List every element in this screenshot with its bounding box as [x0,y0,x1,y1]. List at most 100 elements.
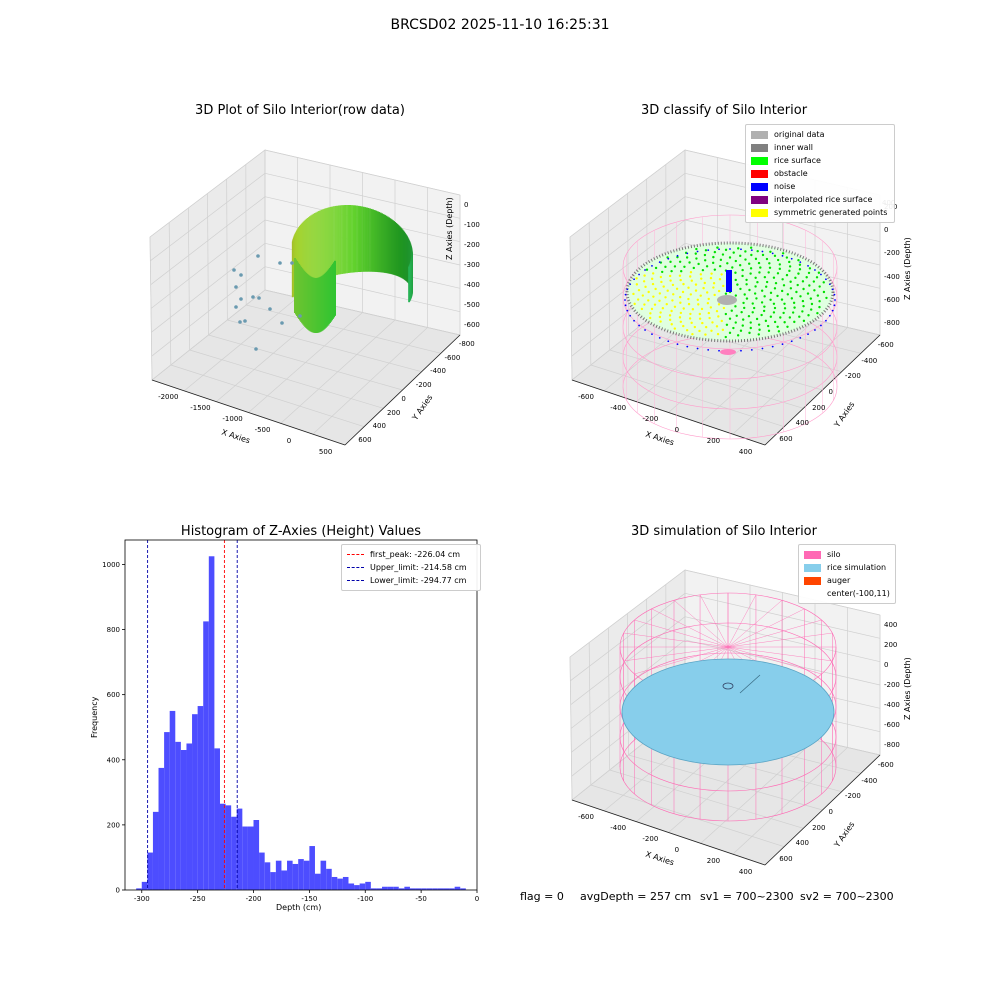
panel2-surface-point [670,269,673,273]
panel2-surface-point [728,317,732,320]
panel2-noise-point [807,264,809,267]
p2-z-tick: -800 [884,319,900,328]
panel2-surface-point [788,269,791,273]
panel1-grid-line [151,243,266,333]
sv2-text: sv2 = 700~2300 [800,890,894,903]
panel2-surface-point [825,296,828,300]
histogram-bar [370,888,377,890]
legend-label: rice surface [774,156,821,165]
p2-z-tick: -400 [884,272,900,281]
panel2-surface-point [735,314,738,317]
panel2-surface-point [738,263,742,267]
panel2-surface-point [718,278,722,281]
panel2-surface-point [789,287,793,290]
panel2-surface-point [699,273,703,276]
histogram-y-tick: 800 [107,626,120,634]
histogram-bar [169,710,176,890]
histogram-bar [147,852,153,890]
histogram-bar [387,886,394,890]
legend-item: Lower_limit: -294.77 cm [347,574,475,587]
panel2-surface-point [741,274,744,278]
histogram-bar [348,883,355,890]
panel2-noise-point [814,269,816,271]
panel2-surface-point [802,319,806,323]
panel2-surface-point [682,324,685,328]
histogram-bar [152,811,159,890]
panel2-noise-point [825,278,827,281]
legend-item: inner wall [751,141,889,154]
histogram-x-tick: -150 [301,895,317,903]
panel2-surface-point [644,285,647,289]
panel2-surface-point [769,298,772,302]
panel2-surface-point [743,293,746,296]
panel2-surface-point [703,281,706,285]
panel2-surface-point [747,262,751,265]
panel2-surface-point [813,289,816,292]
panel2-surface-point [689,293,693,296]
legend-item: rice simulation [804,561,890,574]
panel2-surface-point [809,297,813,300]
panel2-surface-point [681,290,685,294]
panel2-surface-point [779,316,782,319]
legend-swatch [804,563,821,572]
panel2-surface-point [757,323,761,326]
histogram-x-tick: -200 [246,895,262,903]
panel2-surface-point [724,292,728,295]
panel2-noise-point [651,264,653,267]
panel2-noise-point [828,283,831,286]
panel2-surface-point [763,305,766,308]
panel2-surface-point [671,299,674,302]
panel2-surface-point [704,249,708,252]
histogram-title: Histogram of Z-Axies (Height) Values [180,524,422,539]
histogram-x-label: Depth (cm) [276,903,322,912]
panel1-stray-point [257,296,261,300]
panel2-surface-point [756,281,759,284]
p2-y-tick: -400 [861,356,878,365]
panel2-surface-point [694,252,697,255]
panel2-surface-point [756,249,759,253]
panel1-axis-line [344,334,461,446]
panel2-surface-point [806,292,810,295]
panel2-noise-point [825,319,827,322]
histogram-bar [443,888,450,890]
panel2-surface-point [704,333,707,336]
panel2-grid-line [569,149,686,238]
panel2-surface-point [741,268,744,272]
panel1-title: 3D Plot of Silo Interior(row data) [195,103,405,118]
histogram-bar [292,863,299,890]
legend-item: first_peak: -226.04 cm [347,548,475,561]
panel2-surface-point [765,280,769,284]
panel4-silo-top-spoke [727,646,822,675]
p2-x-tick: -600 [578,393,594,402]
panel2-surface-point [742,301,745,305]
panel2-noise-point [781,254,784,257]
panel1-stray-point [234,285,238,289]
panel2-classified [622,214,838,440]
legend-label: auger [827,576,851,585]
avg-depth-text: avgDepth = 257 cm [580,890,692,903]
panel2-noise-point [750,348,753,351]
legend-item: obstacle [751,167,889,180]
panel2-surface-point [743,306,746,310]
panel2-surface-point [783,321,786,324]
panel1-stray-point [268,307,272,311]
p4-z-tick: -200 [884,681,900,689]
panel2-noise-point [667,257,670,260]
histogram-bar [354,885,360,890]
histogram-bar [437,888,444,890]
panel4-silo-top-spoke [699,594,729,648]
legend-swatch [347,554,364,555]
histogram-bar [264,862,271,890]
legend-item: rice surface [751,154,889,167]
panel2-surface-point [734,259,738,263]
panel2-surface-point [697,303,700,306]
panel2-surface-point [672,293,675,296]
panel2-surface-point [761,253,765,257]
panel2-surface-point [812,280,816,283]
panel2-noise-point [686,252,689,255]
panel2-surface-point [769,250,772,253]
panel4-grid-line [684,616,881,663]
panel2-surface-point [783,307,787,310]
panel2-surface-point [802,287,805,291]
panel4-auger-marker [722,682,734,690]
